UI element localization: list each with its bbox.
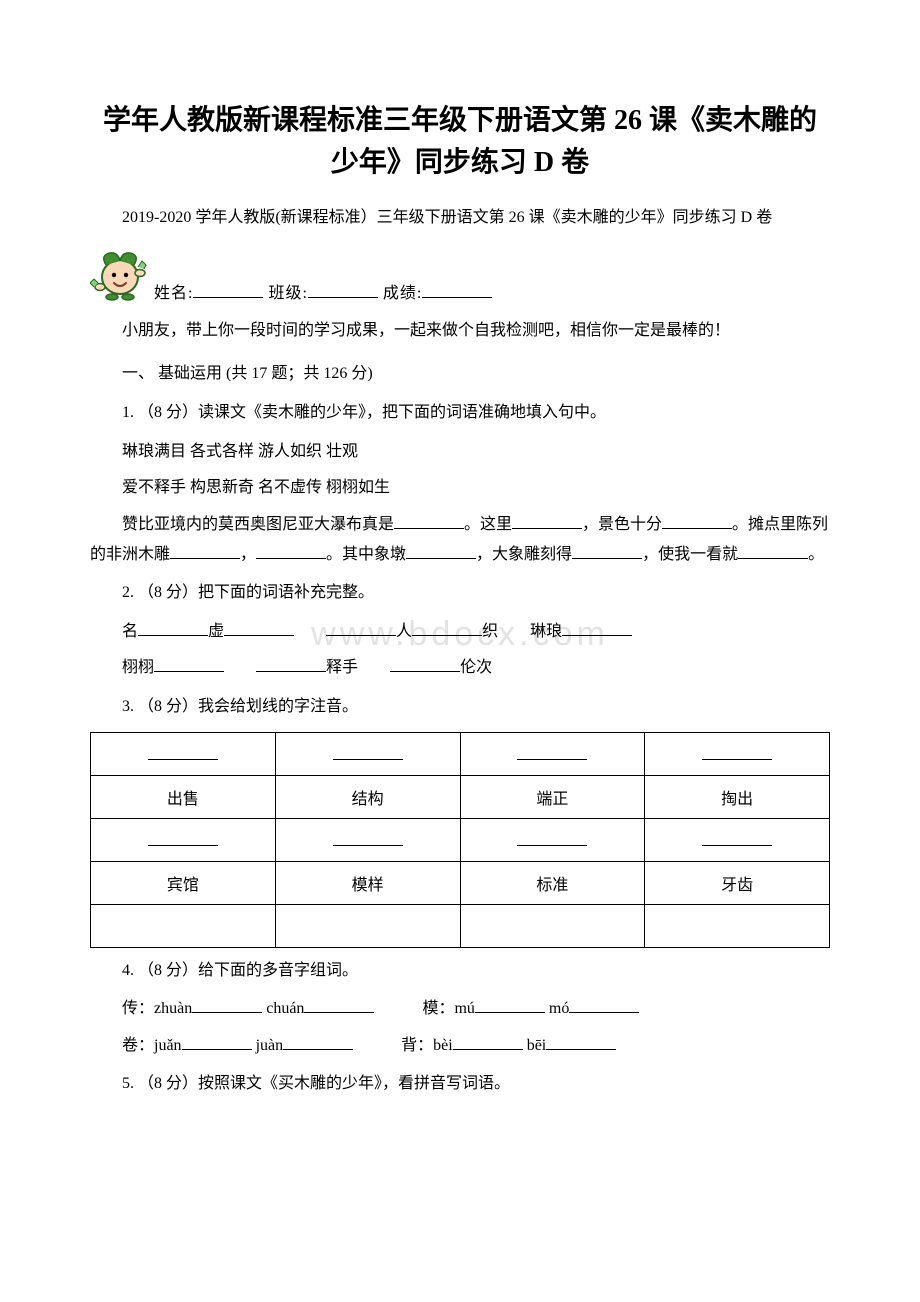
q1-words-1: 琳琅满目 各式各样 游人如织 壮观 (90, 437, 830, 467)
q2-r1-0: 名 (122, 623, 138, 640)
q4-head: 4. （8 分）给下面的多音字组词。 (90, 956, 830, 986)
q1-words-2: 爱不释手 构思新奇 名不虚传 栩栩如生 (90, 473, 830, 503)
q4-r2-b2[interactable] (453, 1033, 523, 1050)
q2-r1-1: 虚 (208, 623, 224, 640)
q1-b7[interactable] (572, 542, 642, 559)
table-row: 宾馆 模样 标准 牙齿 (91, 861, 830, 904)
mascot-icon (90, 243, 150, 303)
class-label: 班级: (268, 285, 307, 302)
q3-c-0-3[interactable] (645, 732, 830, 775)
q4-r1-b1[interactable] (304, 996, 374, 1013)
q3-c-4-2[interactable] (460, 904, 645, 947)
q3-c-1-0: 出售 (91, 775, 276, 818)
q1-b4[interactable] (170, 542, 240, 559)
table-row (91, 904, 830, 947)
q1-p5: 。其中象墩 (326, 546, 406, 563)
q4-row2: 卷：juǎn juàn 背：bèi bēi (90, 1031, 830, 1061)
q2-r1-3: 人 (396, 623, 412, 640)
q3-head: 3. （8 分）我会给划线的字注音。 (90, 692, 830, 722)
q3-c-1-1: 结构 (275, 775, 460, 818)
q2-row2: 栩栩 释手 伦次 (90, 653, 830, 683)
q2-r2-0: 栩栩 (122, 659, 154, 676)
intro-text: 小朋友，带上你一段时间的学习成果，一起来做个自我检测吧，相信你一定是最棒的！ (90, 317, 830, 346)
q2-r1-b4[interactable] (562, 619, 632, 636)
q3-c-1-3: 掏出 (645, 775, 830, 818)
q3-c-0-1[interactable] (275, 732, 460, 775)
table-row (91, 818, 830, 861)
class-blank[interactable] (308, 281, 378, 298)
q4-r2-1: juàn (252, 1037, 284, 1054)
name-label: 姓名: (154, 285, 193, 302)
q3-c-3-0: 宾馆 (91, 861, 276, 904)
q2-r1-4: 织 (482, 623, 498, 640)
q4-r1-b3[interactable] (569, 996, 639, 1013)
q1-b2[interactable] (512, 512, 582, 529)
q2-r2-b1[interactable] (256, 655, 326, 672)
q1-b3[interactable] (662, 512, 732, 529)
q4-r2-2: 背：bèi (401, 1037, 453, 1054)
q1-p1: 。这里 (464, 516, 512, 533)
mascot-row: 姓名: 班级: 成绩: (90, 243, 830, 303)
score-label: 成绩: (383, 285, 422, 302)
q3-c-0-2[interactable] (460, 732, 645, 775)
q2-r1-b1[interactable] (224, 619, 294, 636)
q1-p2: ，景色十分 (582, 516, 662, 533)
q3-c-3-2: 标准 (460, 861, 645, 904)
q1-b8[interactable] (738, 542, 808, 559)
q4-r2-3: bēi (523, 1037, 547, 1054)
q4-r1-0: 传：zhuàn (122, 1000, 192, 1017)
q2-head: 2. （8 分）把下面的词语补充完整。 (90, 578, 830, 608)
q4-r2-b0[interactable] (182, 1033, 252, 1050)
q4-r1-3: mó (545, 1000, 569, 1017)
q4-r1-b2[interactable] (475, 996, 545, 1013)
q3-table: 出售 结构 端正 掏出 宾馆 模样 标准 牙齿 (90, 732, 830, 948)
score-blank[interactable] (422, 281, 492, 298)
q2-r1-b2[interactable] (326, 619, 396, 636)
q1-p7: ，使我一看就 (642, 546, 738, 563)
q3-c-2-0[interactable] (91, 818, 276, 861)
q5-head: 5. （8 分）按照课文《买木雕的少年》，看拼音写词语。 (90, 1069, 830, 1099)
q3-c-2-2[interactable] (460, 818, 645, 861)
q3-c-1-2: 端正 (460, 775, 645, 818)
q4-row1: 传：zhuàn chuán 模：mú mó (90, 994, 830, 1024)
q3-c-3-3: 牙齿 (645, 861, 830, 904)
q3-c-4-0[interactable] (91, 904, 276, 947)
q1-b1[interactable] (394, 512, 464, 529)
q3-c-0-0[interactable] (91, 732, 276, 775)
q2-r2-b0[interactable] (154, 655, 224, 672)
q2-r2-5: 伦次 (460, 659, 492, 676)
form-line: 姓名: 班级: 成绩: (154, 279, 492, 303)
q4-r1-b0[interactable] (192, 996, 262, 1013)
table-row (91, 732, 830, 775)
q1-p4: ， (240, 546, 256, 563)
q2-r1-b0[interactable] (138, 619, 208, 636)
q3-c-4-3[interactable] (645, 904, 830, 947)
name-blank[interactable] (193, 281, 263, 298)
q1-p8: 。 (808, 546, 824, 563)
q2-r2-3: 释手 (326, 659, 358, 676)
q3-c-3-1: 模样 (275, 861, 460, 904)
q2-r1-b3[interactable] (412, 619, 482, 636)
q4-r1-1: chuán (262, 1000, 304, 1017)
q2-r1-5: 琳琅 (530, 623, 562, 640)
q1-p0: 赞比亚境内的莫西奥图尼亚大瀑布真是 (122, 516, 394, 533)
q1-b6[interactable] (406, 542, 476, 559)
q1-p6: ，大象雕刻得 (476, 546, 572, 563)
table-row: 出售 结构 端正 掏出 (91, 775, 830, 818)
page-title: 学年人教版新课程标准三年级下册语文第 26 课《卖木雕的少年》同步练习 D 卷 (90, 100, 830, 184)
q4-r2-0: 卷：juǎn (122, 1037, 182, 1054)
subtitle: 2019-2020 学年人教版(新课程标准）三年级下册语文第 26 课《卖木雕的… (90, 204, 830, 233)
q1-b5[interactable] (256, 542, 326, 559)
q2-r2-b2[interactable] (390, 655, 460, 672)
q1-paragraph: 赞比亚境内的莫西奥图尼亚大瀑布真是。这里，景色十分。摊点里陈列的非洲木雕，。其中… (90, 510, 830, 571)
q3-c-2-1[interactable] (275, 818, 460, 861)
q3-c-4-1[interactable] (275, 904, 460, 947)
q4-r2-b3[interactable] (546, 1033, 616, 1050)
q1-head: 1. （8 分）读课文《卖木雕的少年》，把下面的词语准确地填入句中。 (90, 398, 830, 428)
q4-r2-b1[interactable] (283, 1033, 353, 1050)
q4-r1-2: 模：mú (422, 1000, 474, 1017)
section-header: 一、 基础运用 (共 17 题；共 126 分) (90, 360, 830, 389)
q3-c-2-3[interactable] (645, 818, 830, 861)
q2-row1: 名 虚 人 织 琳琅 (90, 617, 830, 647)
